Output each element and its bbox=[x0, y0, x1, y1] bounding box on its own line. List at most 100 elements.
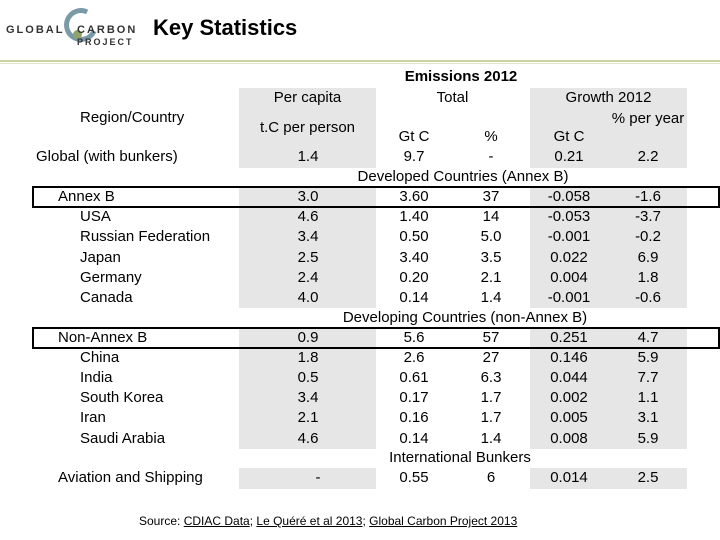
table-row-non-annex-b-0-name: Non-Annex B bbox=[58, 329, 148, 346]
table-row-non-annex-b-2-growth-gtc: 0.044 bbox=[550, 369, 588, 387]
row-global-growth-gtc: 0.21 bbox=[554, 148, 584, 165]
table-row-annex-b-3-growth-gtc: 0.022 bbox=[550, 248, 588, 266]
table-row-non-annex-b-3-growth-gtc: 0.002 bbox=[550, 389, 588, 407]
table-row-non-annex-b-0-growth-gtc: 0.251 bbox=[550, 329, 588, 346]
table-row-annex-b-1-name: USA bbox=[80, 208, 111, 226]
row-aviation-total-pct: 6 bbox=[486, 469, 496, 486]
table-row-annex-b-2-total-pct: 5.0 bbox=[480, 228, 502, 246]
table-row-annex-b-3-total-pct: 3.5 bbox=[480, 248, 502, 266]
section-developed: Developed Countries (Annex B) bbox=[357, 168, 569, 185]
table-row-annex-b-3-total-gtc: 3.40 bbox=[399, 248, 429, 266]
logo-text-carbon: CARBON bbox=[77, 24, 138, 36]
table-row-non-annex-b-4-total-pct: 1.7 bbox=[480, 409, 502, 427]
table-row-annex-b-0-total-gtc: 3.60 bbox=[399, 188, 429, 205]
row-aviation-growth-pct: 2.5 bbox=[637, 469, 659, 486]
table-row-annex-b-1-growth-pct: -3.7 bbox=[635, 208, 661, 226]
row-global-per-capita: 1.4 bbox=[297, 148, 319, 165]
table-row-non-annex-b-3-total-pct: 1.7 bbox=[480, 389, 502, 407]
row-global-total-pct: - bbox=[488, 148, 494, 165]
table-row-annex-b-5-per-capita: 4.0 bbox=[297, 289, 319, 306]
table-row-annex-b-0-name: Annex B bbox=[58, 188, 115, 205]
table-row-annex-b-2-total-gtc: 0.50 bbox=[399, 228, 429, 246]
table-row-annex-b-2-name: Russian Federation bbox=[80, 228, 211, 246]
source-link-le-quere[interactable]: Le Quéré et al 2013 bbox=[256, 514, 363, 528]
table-row-annex-b-1-total-gtc: 1.40 bbox=[399, 208, 429, 226]
source-sep-2: ; bbox=[362, 514, 370, 528]
table-row-non-annex-b-2-growth-pct: 7.7 bbox=[637, 369, 659, 387]
table-row-annex-b-5-total-pct: 1.4 bbox=[480, 289, 502, 306]
logo-text-project: PROJECT bbox=[77, 37, 134, 47]
table-row-non-annex-b-0-per-capita: 0.9 bbox=[297, 329, 319, 346]
table-row-non-annex-b-1-name: China bbox=[80, 349, 120, 367]
row-aviation-name: Aviation and Shipping bbox=[58, 469, 203, 486]
source-sep-1: ; bbox=[249, 514, 257, 528]
table-row-annex-b-2-per-capita: 3.4 bbox=[297, 228, 319, 246]
non-annex-b-highlight-box bbox=[32, 327, 720, 349]
header-growth-gtc: Gt C bbox=[553, 128, 585, 145]
table-row-annex-b-2-growth-pct: -0.2 bbox=[635, 228, 661, 246]
growth-band-aviation bbox=[530, 468, 687, 489]
growth-column-band-header bbox=[530, 88, 687, 168]
table-row-annex-b-0-per-capita: 3.0 bbox=[297, 188, 319, 205]
header-growth-pct: % per year bbox=[611, 110, 685, 127]
table-row-non-annex-b-5-total-pct: 1.4 bbox=[480, 429, 502, 447]
table-row-non-annex-b-3-total-gtc: 0.17 bbox=[399, 389, 429, 407]
source-link-gcp[interactable]: Global Carbon Project 2013 bbox=[369, 514, 518, 528]
table-row-annex-b-1-growth-gtc: -0.053 bbox=[547, 208, 591, 226]
per-capita-column-band bbox=[239, 88, 376, 168]
table-row-annex-b-4-name: Germany bbox=[80, 268, 142, 286]
table-row-annex-b-5-total-gtc: 0.14 bbox=[399, 289, 429, 306]
row-global-total-gtc: 9.7 bbox=[403, 148, 425, 165]
table-row-non-annex-b-4-growth-gtc: 0.005 bbox=[550, 409, 588, 427]
table-row-non-annex-b-1-total-gtc: 2.6 bbox=[403, 349, 425, 367]
row-global-name: Global (with bunkers) bbox=[36, 148, 178, 165]
table-row-non-annex-b-2-per-capita: 0.5 bbox=[297, 369, 319, 387]
table-row-non-annex-b-1-growth-gtc: 0.146 bbox=[550, 349, 588, 367]
table-row-annex-b-4-growth-gtc: 0.004 bbox=[550, 268, 588, 286]
table-row-annex-b-0-growth-gtc: -0.058 bbox=[547, 188, 591, 205]
table-row-non-annex-b-2-total-gtc: 0.61 bbox=[399, 369, 429, 387]
table-row-non-annex-b-3-growth-pct: 1.1 bbox=[637, 389, 659, 407]
table-row-annex-b-4-total-gtc: 0.20 bbox=[399, 268, 429, 286]
table-row-non-annex-b-4-per-capita: 2.1 bbox=[297, 409, 319, 427]
table-row-annex-b-5-name: Canada bbox=[80, 289, 133, 306]
table-row-annex-b-2-growth-gtc: -0.001 bbox=[547, 228, 591, 246]
table-row-non-annex-b-3-name: South Korea bbox=[80, 389, 164, 407]
table-title: Emissions 2012 bbox=[404, 68, 518, 85]
table-row-non-annex-b-1-per-capita: 1.8 bbox=[297, 349, 319, 367]
table-row-annex-b-3-per-capita: 2.5 bbox=[297, 248, 319, 266]
title-divider-secondary bbox=[0, 63, 720, 64]
annex-b-highlight-box bbox=[32, 186, 720, 208]
table-row-non-annex-b-0-total-gtc: 5.6 bbox=[403, 329, 425, 346]
global-carbon-project-logo: GLOBAL CARBON PROJECT bbox=[6, 3, 138, 54]
table-row-non-annex-b-0-total-pct: 57 bbox=[482, 329, 500, 346]
table-row-non-annex-b-0-growth-pct: 4.7 bbox=[637, 329, 659, 346]
table-row-annex-b-4-total-pct: 2.1 bbox=[480, 268, 502, 286]
table-row-non-annex-b-2-total-pct: 6.3 bbox=[480, 369, 502, 387]
header-per-capita: Per capita bbox=[273, 89, 342, 106]
logo-text-global: GLOBAL bbox=[6, 24, 65, 36]
table-row-annex-b-1-per-capita: 4.6 bbox=[297, 208, 319, 226]
table-row-non-annex-b-3-per-capita: 3.4 bbox=[297, 389, 319, 407]
row-aviation-total-gtc: 0.55 bbox=[399, 469, 429, 486]
table-row-annex-b-4-growth-pct: 1.8 bbox=[637, 268, 659, 286]
per-capita-band-aviation bbox=[239, 468, 376, 489]
table-row-annex-b-3-name: Japan bbox=[80, 248, 121, 266]
page-title: Key Statistics bbox=[153, 15, 298, 40]
table-row-non-annex-b-5-name: Saudi Arabia bbox=[80, 429, 166, 447]
title-divider bbox=[0, 60, 720, 62]
table-row-non-annex-b-5-growth-gtc: 0.008 bbox=[550, 429, 588, 447]
table-row-annex-b-4-per-capita: 2.4 bbox=[297, 268, 319, 286]
table-row-annex-b-5-growth-pct: -0.6 bbox=[635, 289, 661, 306]
section-developing: Developing Countries (non-Annex B) bbox=[342, 309, 588, 326]
table-row-non-annex-b-1-total-pct: 27 bbox=[482, 349, 500, 367]
table-row-non-annex-b-1-growth-pct: 5.9 bbox=[637, 349, 659, 367]
table-row-non-annex-b-4-growth-pct: 3.1 bbox=[637, 409, 659, 427]
table-row-non-annex-b-2-name: India bbox=[80, 369, 113, 387]
header-per-capita-unit: t.C per person bbox=[259, 119, 356, 136]
table-row-non-annex-b-5-per-capita: 4.6 bbox=[297, 429, 319, 447]
table-row-non-annex-b-4-name: Iran bbox=[80, 409, 106, 427]
source-link-cdiac[interactable]: CDIAC Data bbox=[183, 514, 250, 528]
table-row-non-annex-b-4-total-gtc: 0.16 bbox=[399, 409, 429, 427]
table-row-annex-b-1-total-pct: 14 bbox=[482, 208, 500, 226]
